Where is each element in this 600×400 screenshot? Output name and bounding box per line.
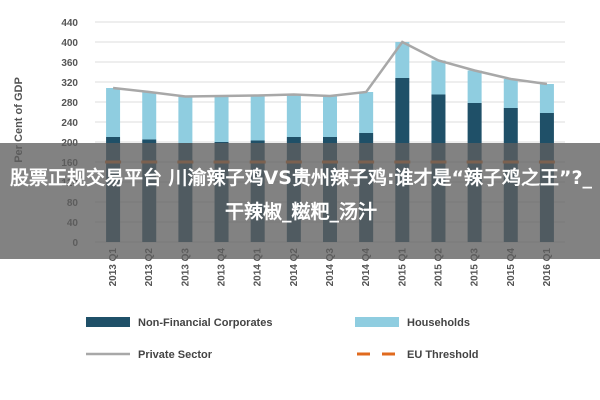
x-tick-label: 2013 Q3 [180, 248, 191, 287]
x-tick-label: 2015 Q4 [506, 248, 517, 287]
y-tick-label: 440 [61, 18, 78, 29]
y-tick-label: 280 [61, 98, 78, 109]
x-tick-label: 2014 Q1 [253, 248, 264, 287]
bar-households [359, 92, 374, 133]
bar-households [467, 70, 482, 103]
legend-label: Households [407, 317, 470, 329]
legend-swatch [355, 317, 399, 327]
y-tick-label: 240 [61, 118, 78, 129]
x-tick-label: 2014 Q3 [325, 248, 336, 287]
x-tick-label: 2013 Q4 [217, 248, 228, 287]
y-tick-label: 320 [61, 78, 78, 89]
bar-households [250, 95, 265, 141]
legend: Non-Financial Corporates Households Privat… [86, 317, 479, 361]
y-axis-label: Per Cent of GDP [13, 77, 25, 163]
x-tick-label: 2014 Q2 [289, 248, 300, 287]
line-private-sector [112, 40, 548, 98]
y-tick-label: 400 [61, 38, 78, 49]
y-tick-label: 360 [61, 58, 78, 69]
legend-label: EU Threshold [407, 349, 479, 361]
bar-households [503, 79, 518, 108]
legend-label: Private Sector [138, 349, 213, 361]
caption-text: 股票正规交易平台 川渝辣子鸡VS贵州辣子鸡:谁才是“辣子鸡之王”?_干辣椒_糍粑… [9, 167, 593, 223]
x-tick-label: 2016 Q1 [542, 248, 553, 287]
bar-households [395, 42, 410, 78]
x-axis-ticks: 2013 Q1 2013 Q2 2013 Q3 2013 Q4 2014 Q1 2014 … [108, 248, 553, 287]
legend-swatch [86, 317, 130, 327]
bar-households [286, 94, 301, 137]
bar-households [431, 60, 446, 95]
bar-households [323, 96, 337, 137]
x-tick-label: 2015 Q2 [433, 248, 444, 287]
x-tick-label: 2013 Q1 [108, 248, 119, 287]
bar-households [539, 84, 554, 113]
bar-households [214, 96, 229, 142]
bar-households [106, 88, 121, 137]
x-tick-label: 2015 Q1 [397, 248, 408, 287]
bar-households [142, 92, 157, 140]
x-tick-label: 2014 Q4 [361, 248, 372, 287]
caption-overlay [0, 143, 600, 259]
x-tick-label: 2015 Q3 [470, 248, 481, 287]
x-tick-label: 2013 Q2 [144, 248, 155, 287]
legend-label: Non-Financial Corporates [138, 317, 272, 329]
bar-households [178, 96, 193, 143]
